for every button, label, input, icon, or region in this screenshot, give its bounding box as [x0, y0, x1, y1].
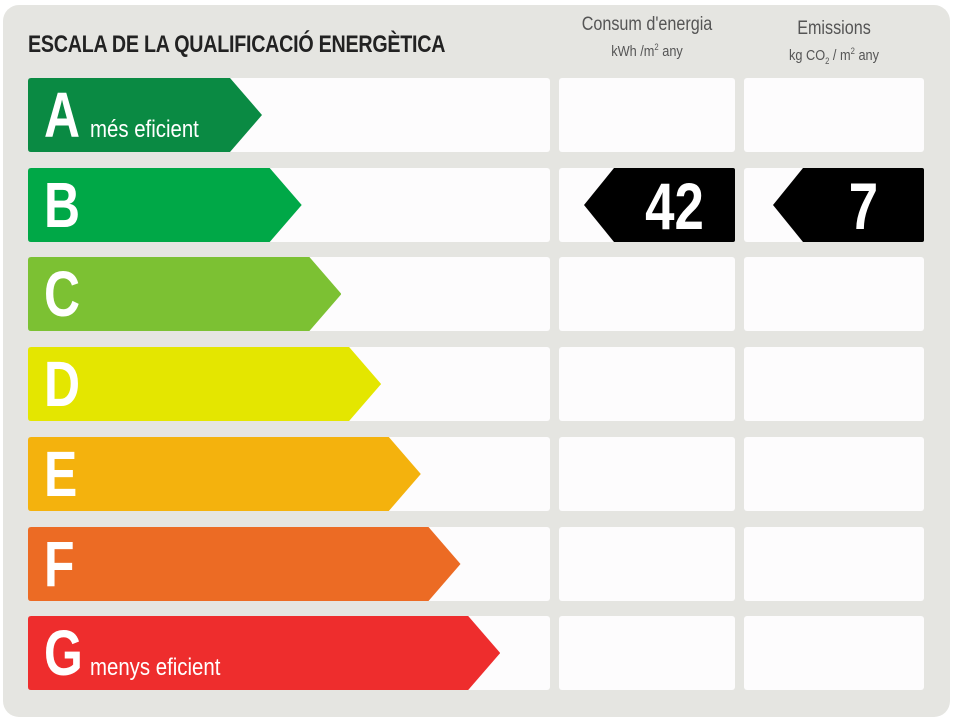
energy-column-unit: kWh /m2 any [611, 42, 683, 60]
label-title: ESCALA DE LA QUALIFICACIÓ ENERGÈTICA [28, 31, 446, 58]
emissions-cell-c [744, 257, 924, 332]
class-letter: E [44, 437, 78, 510]
emissions-column-label: Emissions [797, 18, 871, 39]
energy-cell-e [559, 436, 735, 511]
energy-cell-d [559, 347, 735, 422]
emissions-cell-e [744, 436, 924, 511]
class-arrow-b: B [28, 167, 302, 242]
energy-cell-c [559, 257, 735, 332]
energy-column-header: Consum d'energia kWh /m2 any [572, 14, 722, 60]
class-sublabel: menys eficient [90, 654, 221, 682]
emissions-rating-indicator: 7 [773, 167, 924, 243]
class-letter: A [44, 79, 81, 151]
emissions-cell-f [744, 526, 924, 601]
emissions-column-unit: kg CO2 / m2 any [788, 46, 880, 66]
energy-cell-a [559, 78, 735, 152]
energy-column-label: Consum d'energia [581, 14, 713, 35]
energy-cell-g [559, 616, 735, 691]
class-letter: G [44, 617, 83, 690]
emissions-rating-value: 7 [848, 168, 879, 243]
class-sublabel: més eficient [90, 116, 199, 143]
emissions-cell-g [744, 616, 924, 691]
class-letter: F [44, 527, 75, 600]
class-letter: B [44, 168, 81, 241]
energy-rating-indicator: 42 [584, 167, 735, 243]
class-arrow-e: E [28, 436, 421, 511]
emissions-cell-a [744, 78, 924, 152]
class-letter: D [44, 348, 81, 421]
class-arrow-f: F [28, 526, 461, 601]
energy-rating-value: 42 [645, 168, 704, 243]
class-arrow-d: D [28, 347, 382, 422]
emissions-cell-d [744, 347, 924, 422]
class-arrow-c: C [28, 257, 342, 332]
energy-cell-f [559, 526, 735, 601]
emissions-column-header: Emissions kg CO2 / m2 any [758, 18, 911, 66]
class-letter: C [44, 258, 81, 331]
